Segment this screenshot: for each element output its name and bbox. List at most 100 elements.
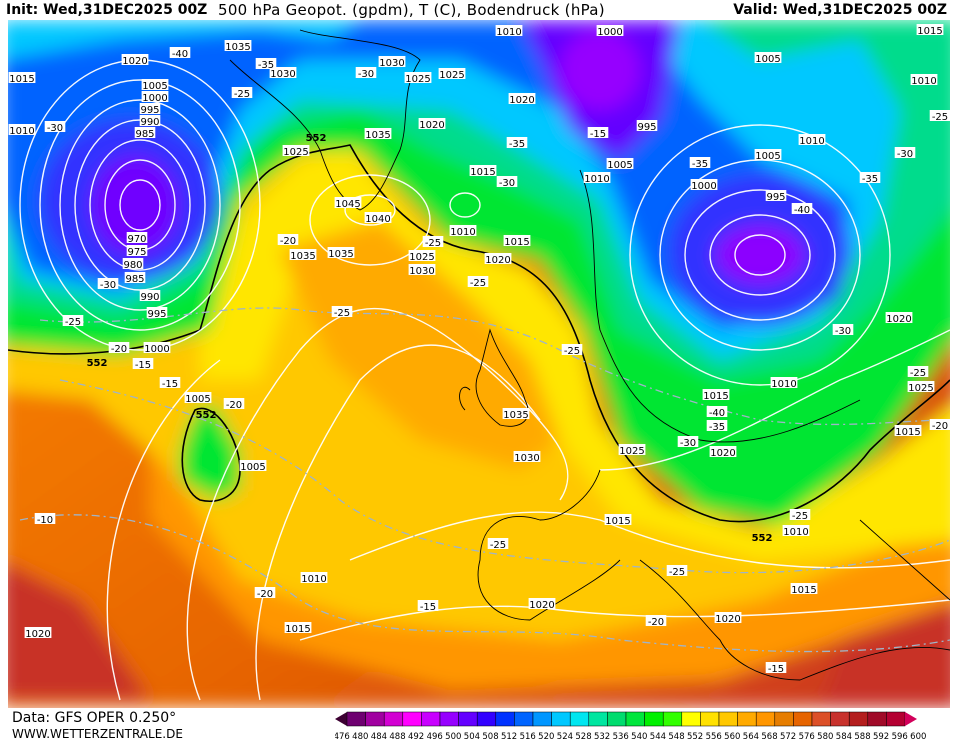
pressure-label: 985 (124, 272, 146, 285)
legend-tick-label: 592 (873, 732, 889, 741)
pressure-label: 1000 (143, 342, 171, 355)
temperature-label: -30 (496, 176, 518, 189)
pressure-label: 990 (139, 290, 161, 303)
pressure-label: 1025 (438, 68, 466, 81)
svg-text:-25: -25 (334, 308, 350, 319)
svg-text:-40: -40 (794, 205, 810, 216)
legend-tick-label: 488 (389, 732, 405, 741)
svg-text:-25: -25 (669, 567, 685, 578)
pressure-label: 1005 (184, 392, 212, 405)
pressure-label: 1020 (528, 598, 556, 611)
legend-swatch (718, 711, 738, 727)
svg-text:552: 552 (752, 533, 773, 544)
pressure-label: 1030 (513, 451, 541, 464)
svg-text:995: 995 (147, 309, 166, 320)
svg-text:-40: -40 (709, 408, 725, 419)
svg-text:1045: 1045 (335, 199, 360, 210)
svg-text:1035: 1035 (290, 251, 315, 262)
temperature-label: -30 (355, 67, 377, 80)
svg-text:-30: -30 (897, 149, 913, 160)
temperature-label: -25 (789, 509, 811, 522)
svg-text:552: 552 (87, 358, 108, 369)
legend-swatch (383, 711, 404, 727)
temperature-label: -25 (231, 87, 253, 100)
svg-text:552: 552 (196, 410, 217, 421)
svg-text:990: 990 (140, 292, 159, 303)
legend-tick-label: 516 (520, 732, 536, 741)
svg-text:1010: 1010 (301, 574, 326, 585)
svg-text:-35: -35 (509, 139, 525, 150)
legend-swatch (700, 711, 720, 727)
pressure-label: 1015 (8, 72, 36, 85)
svg-text:1025: 1025 (439, 70, 464, 81)
pressure-label: 1035 (327, 247, 355, 260)
legend-tick-label: 600 (910, 732, 926, 741)
pressure-label: 1035 (364, 128, 392, 141)
pressure-label: 995 (636, 120, 658, 133)
pressure-label: 1015 (604, 514, 632, 527)
legend-swatch (439, 711, 459, 727)
pressure-label: 1000 (141, 91, 169, 104)
svg-text:1015: 1015 (9, 74, 34, 85)
svg-text:1015: 1015 (605, 516, 630, 527)
svg-text:552: 552 (306, 133, 327, 144)
pressure-label: 1025 (408, 250, 436, 263)
svg-text:1035: 1035 (503, 410, 528, 421)
pressure-label: 1015 (503, 235, 531, 248)
svg-text:1010: 1010 (911, 76, 936, 87)
pressure-label: 1015 (284, 622, 312, 635)
temperature-label: -15 (159, 377, 181, 390)
legend-tick-label: 584 (836, 732, 852, 741)
init-time: Init: Wed,31DEC2025 00Z (6, 2, 208, 18)
legend-swatch (811, 711, 831, 727)
svg-text:-25: -25 (910, 368, 926, 379)
svg-text:-20: -20 (280, 236, 296, 247)
pressure-label: 980 (122, 258, 144, 271)
pressure-label: 1025 (282, 145, 310, 158)
svg-text:1020: 1020 (122, 56, 147, 67)
pressure-label: 1020 (885, 312, 913, 325)
temperature-label: -30 (97, 278, 119, 291)
pressure-label: 1025 (404, 72, 432, 85)
svg-text:1025: 1025 (409, 252, 434, 263)
svg-text:980: 980 (123, 260, 142, 271)
legend-swatch (848, 711, 869, 727)
legend-tick-label: 500 (445, 732, 461, 741)
temperature-label: -25 (929, 110, 951, 123)
svg-text:1005: 1005 (240, 462, 265, 473)
coastlines (229, 29, 950, 681)
svg-text:985: 985 (135, 129, 154, 140)
svg-text:1010: 1010 (584, 174, 609, 185)
svg-text:1025: 1025 (908, 383, 933, 394)
svg-text:-30: -30 (47, 123, 63, 134)
website-url[interactable]: WWW.WETTERZENTRALE.DE (12, 727, 183, 741)
legend-tick-label: 564 (743, 732, 759, 741)
legend-swatch (346, 711, 366, 727)
temperature-label: -25 (422, 236, 444, 249)
legend-tick-label: 520 (538, 732, 554, 741)
legend-tick-label: 540 (631, 732, 647, 741)
pressure-label: 1005 (754, 149, 782, 162)
temperature-label: -40 (169, 47, 191, 60)
temperature-label: -40 (791, 203, 813, 216)
svg-text:1005: 1005 (142, 81, 167, 92)
svg-text:-35: -35 (692, 159, 708, 170)
svg-text:1010: 1010 (496, 27, 521, 38)
svg-text:1020: 1020 (715, 614, 740, 625)
pressure-label: 1005 (754, 52, 782, 65)
temperature-label: -20 (929, 419, 951, 432)
svg-text:-30: -30 (680, 438, 696, 449)
pressure-label: 1000 (596, 25, 624, 38)
svg-text:1025: 1025 (405, 74, 430, 85)
map-title: 500 hPa Geopot. (gpdm), T (C), Bodendruc… (218, 1, 605, 19)
pressure-label: 985 (134, 127, 156, 140)
svg-text:1030: 1030 (514, 453, 539, 464)
svg-text:1000: 1000 (142, 93, 167, 104)
legend-tick-label: 560 (724, 732, 740, 741)
svg-text:-30: -30 (835, 326, 851, 337)
svg-text:-25: -25 (792, 511, 808, 522)
svg-text:1030: 1030 (409, 266, 434, 277)
legend-swatch (644, 711, 664, 727)
legend-tick-label: 552 (687, 732, 703, 741)
pressure-label: 990 (139, 115, 161, 128)
